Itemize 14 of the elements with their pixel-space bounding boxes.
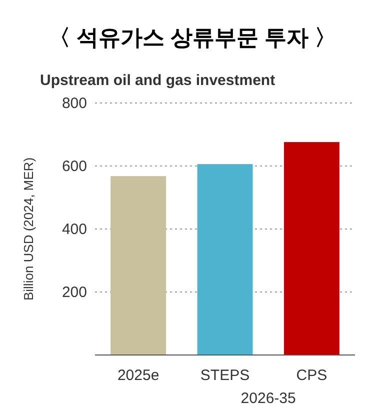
y-axis-title: Billion USD (2024, MER) bbox=[21, 157, 36, 301]
text: 2026-35 bbox=[240, 390, 296, 407]
y-tick-label: 800 bbox=[62, 95, 87, 112]
y-tick-label: 400 bbox=[62, 221, 87, 238]
bar bbox=[284, 142, 340, 355]
chart-title: 〈 석유가스 상류부문 투자 〉 bbox=[48, 25, 337, 50]
bar bbox=[110, 176, 166, 355]
x-tick-label: 2025e bbox=[117, 367, 160, 384]
x-tick-label: CPS bbox=[296, 367, 328, 384]
bar bbox=[197, 164, 253, 355]
y-tick-label: 200 bbox=[62, 284, 87, 301]
chart-subtitle: Upstream oil and gas investment bbox=[40, 72, 276, 89]
x-tick-label: STEPS bbox=[200, 367, 250, 384]
y-tick-label: 600 bbox=[62, 158, 87, 175]
